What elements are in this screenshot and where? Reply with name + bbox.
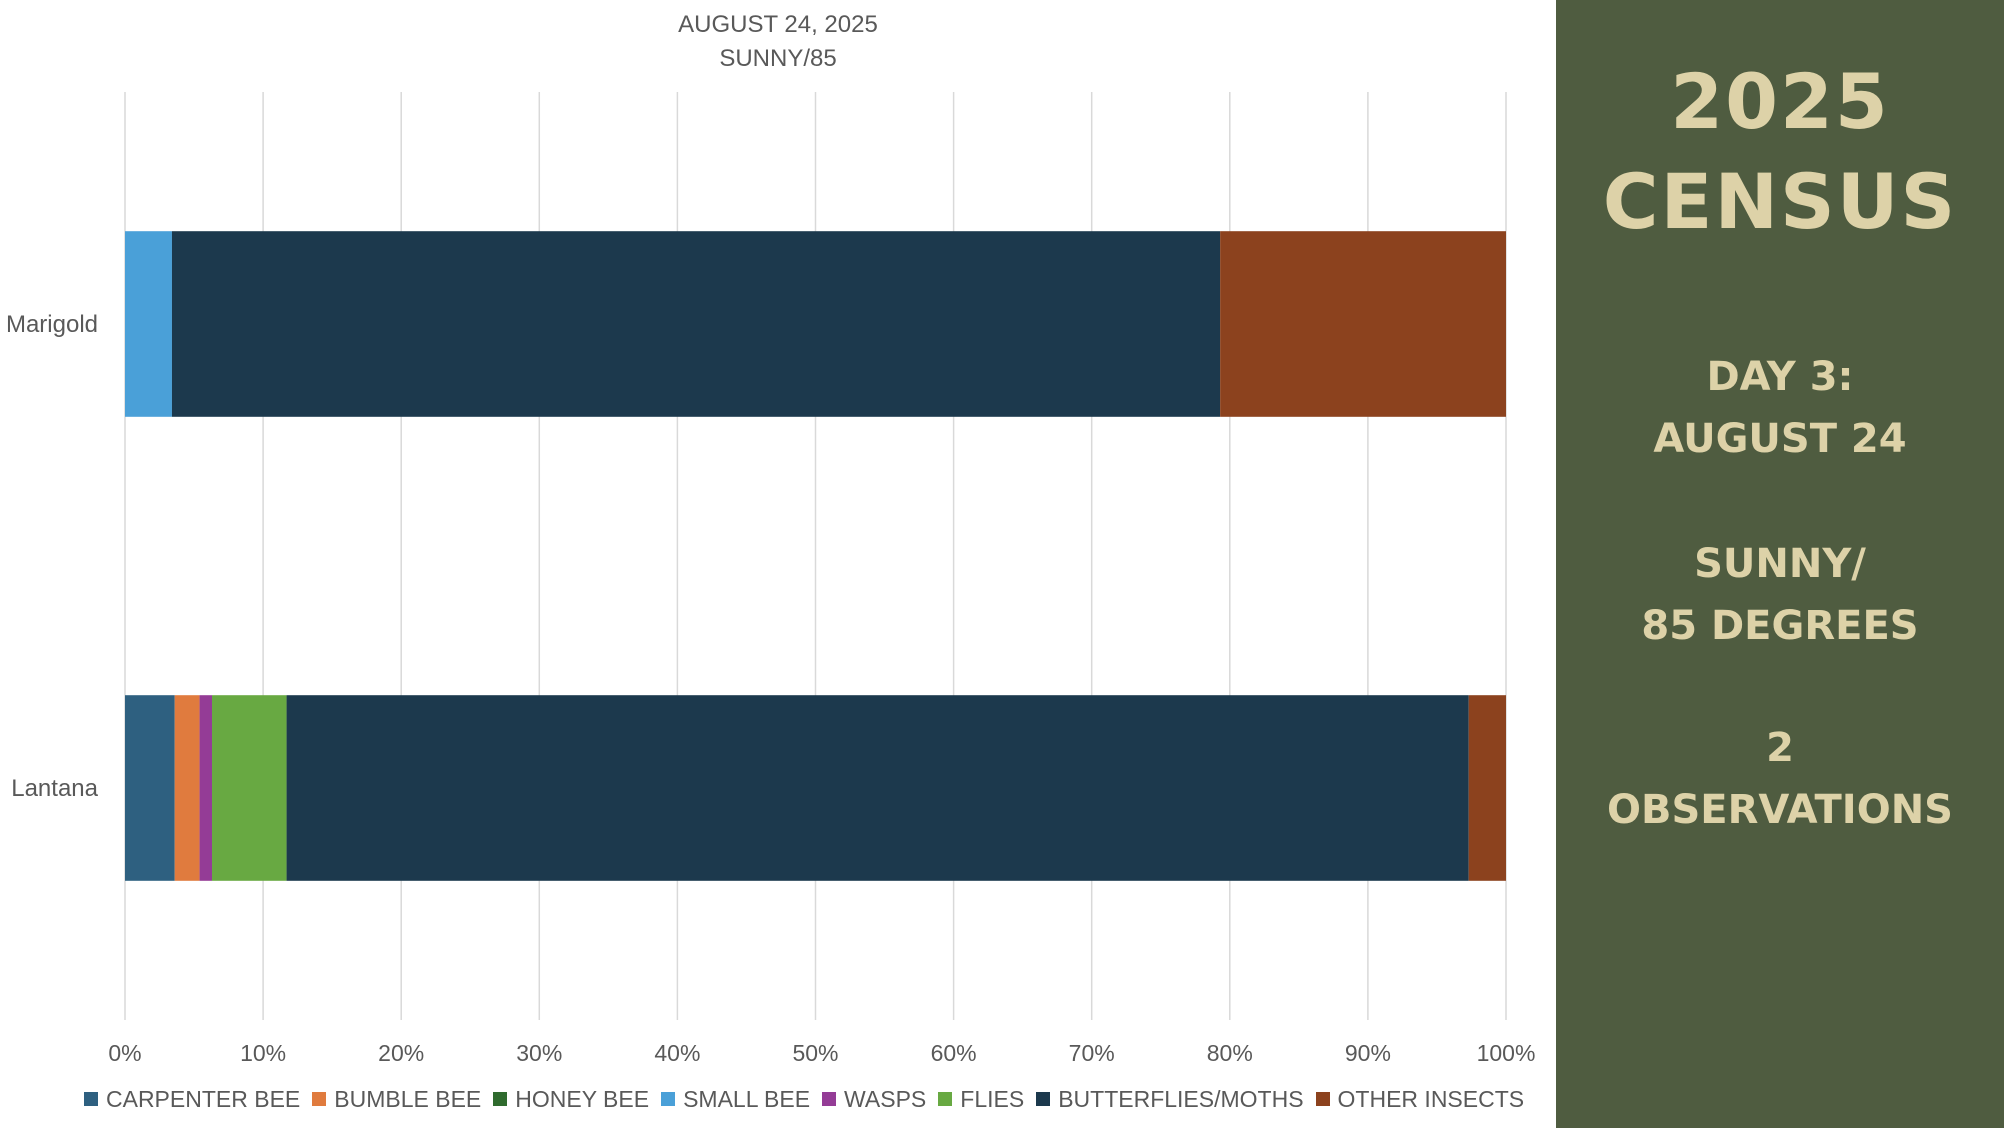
legend-label: BUTTERFLIES/MOTHS [1058,1085,1304,1112]
x-tick-label: 40% [654,1040,700,1066]
legend-label: FLIES [960,1085,1025,1112]
bar-segment [171,231,1221,417]
bar-segment [125,695,175,881]
legend-swatch [822,1092,837,1106]
census-info-panel: 2025 CENSUS DAY 3: AUGUST 24 SUNNY/ 85 D… [1556,0,2004,1128]
panel-date: AUGUST 24 [1653,416,1907,462]
x-tick-label: 60% [931,1040,977,1066]
panel-temperature: 85 DEGREES [1641,603,1919,649]
bar-segment [125,231,172,417]
legend-item: HONEY BEE [493,1086,649,1113]
legend-label: CARPENTER BEE [106,1085,301,1112]
x-tick-label: 90% [1345,1040,1391,1066]
legend-item: BUTTERFLIES/MOTHS [1036,1085,1304,1113]
category-label: Lantana [11,775,98,802]
legend-label: HONEY BEE [515,1085,650,1112]
x-tick-label: 70% [1069,1040,1115,1066]
legend-item: CARPENTER BEE [84,1086,300,1113]
panel-year: 2025 [1670,57,1890,146]
x-tick-label: 30% [516,1040,562,1066]
legend-swatch [312,1092,327,1106]
bar-segment [174,695,200,881]
legend-swatch [84,1092,98,1106]
bar-segment [286,695,1469,881]
x-tick-label: 80% [1207,1040,1253,1066]
x-tick-label: 0% [108,1040,141,1066]
panel-day: DAY 3: [1706,354,1854,400]
legend-label: WASPS [844,1085,927,1112]
legend-label: SMALL BEE [683,1085,811,1112]
legend-item: WASPS [822,1086,926,1113]
category-label: Marigold [6,311,98,338]
legend-swatch [661,1092,676,1106]
legend-item: OTHER INSECTS [1315,1085,1525,1113]
bar-segment [199,695,213,881]
panel-observation-count: 2 [1766,725,1794,771]
x-tick-label: 20% [378,1040,424,1066]
x-tick-label: 100% [1477,1040,1536,1066]
chart-title-date: AUGUST 24, 2025 [678,11,878,38]
legend-label: OTHER INSECTS [1337,1085,1525,1112]
bar-segment [212,695,287,881]
panel-weather: SUNNY/ [1694,541,1866,587]
legend-swatch [938,1092,953,1106]
x-tick-label: 50% [792,1040,838,1066]
legend-swatch [1036,1092,1051,1106]
chart-legend: CARPENTER BEE BUMBLE BEE HONEY BEE SMALL BE… [84,1082,1536,1116]
panel-heading: CENSUS [1602,157,1958,246]
bar-segment [1220,231,1506,417]
legend-swatch [493,1092,508,1106]
panel-observations-label: OBSERVATIONS [1607,787,1953,833]
legend-item: FLIES [938,1086,1024,1113]
bar-segment [1468,695,1506,881]
stacked-bar-chart: 0% 10% 20% 30% 40% 50% 60% 70% 80% 90% 100% Marigol… [6,92,1536,1066]
legend-label: BUMBLE BEE [334,1085,482,1112]
legend-item: SMALL BEE [661,1086,810,1113]
chart-title-weather: SUNNY/85 [719,45,837,72]
chart-area: AUGUST 24, 2025 SUNNY/85 0% 10% 20% 30% 40% 5… [5,11,1536,1116]
legend-item: BUMBLE BEE [312,1086,481,1113]
legend-swatch [1315,1092,1330,1106]
x-tick-label: 10% [240,1040,286,1066]
